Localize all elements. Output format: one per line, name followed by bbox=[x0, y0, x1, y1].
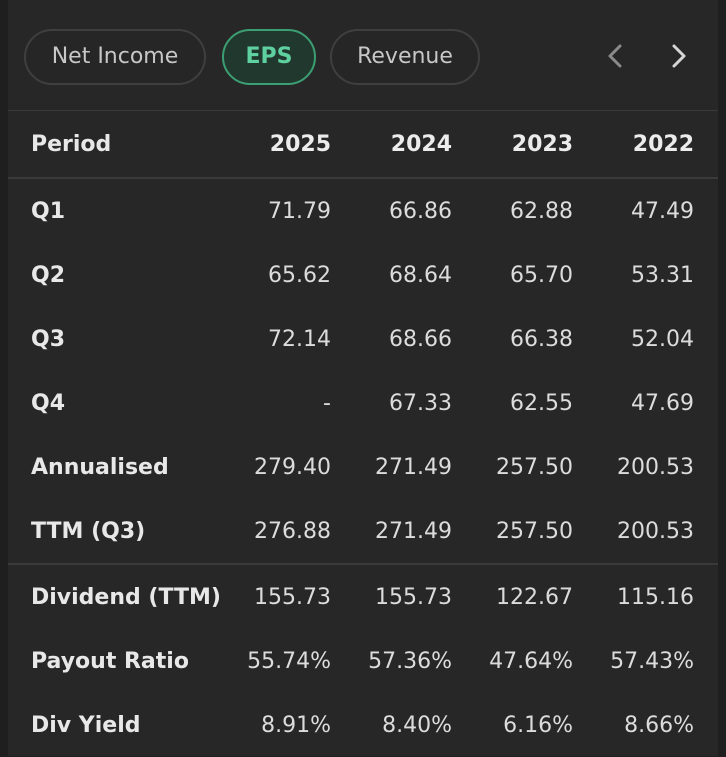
table-cell: 66.86 bbox=[389, 198, 452, 224]
row-label: Dividend (TTM) bbox=[31, 584, 221, 610]
row-label: Annualised bbox=[31, 454, 169, 480]
table-cell: 47.64% bbox=[489, 648, 573, 674]
table-header-row: Period 2025 2024 2023 2022 bbox=[8, 111, 718, 179]
table-row-payout-ratio: Payout Ratio 55.74% 57.36% 47.64% 57.43% bbox=[8, 629, 718, 693]
table-row-dividend: Dividend (TTM) 155.73 155.73 122.67 115.… bbox=[8, 563, 718, 629]
column-header-year: 2024 bbox=[390, 131, 452, 157]
tab-eps[interactable]: EPS bbox=[222, 29, 316, 85]
table-cell: 115.16 bbox=[617, 584, 694, 610]
row-label: Payout Ratio bbox=[31, 648, 189, 674]
table-row-ttm: TTM (Q3) 276.88 271.49 257.50 200.53 bbox=[8, 499, 718, 563]
table-cell: 55.74% bbox=[247, 648, 331, 674]
table-cell: 200.53 bbox=[617, 454, 694, 480]
column-header-year: 2025 bbox=[269, 131, 331, 157]
row-label: Q2 bbox=[31, 262, 66, 288]
next-page-button[interactable] bbox=[658, 36, 698, 76]
table-row-q2: Q2 65.62 68.64 65.70 53.31 bbox=[8, 243, 718, 307]
table-cell: 155.73 bbox=[375, 584, 452, 610]
table-row-q4: Q4 - 67.33 62.55 47.69 bbox=[8, 371, 718, 435]
table-cell: 257.50 bbox=[496, 518, 573, 544]
row-label: Q4 bbox=[31, 390, 66, 416]
table-cell: 62.88 bbox=[510, 198, 573, 224]
table-cell: 72.14 bbox=[268, 326, 331, 352]
table-row-annualised: Annualised 279.40 271.49 257.50 200.53 bbox=[8, 435, 718, 499]
table-cell: 279.40 bbox=[254, 454, 331, 480]
tab-revenue[interactable]: Revenue bbox=[330, 29, 480, 85]
table-row-q3: Q3 72.14 68.66 66.38 52.04 bbox=[8, 307, 718, 371]
chevron-left-icon bbox=[608, 44, 622, 68]
table-cell: 68.64 bbox=[389, 262, 452, 288]
table-cell: 52.04 bbox=[631, 326, 694, 352]
table-cell: 8.40% bbox=[382, 712, 452, 738]
eps-panel: Net Income EPS Revenue Period 2025 2024 … bbox=[8, 0, 718, 756]
column-header-period: Period bbox=[31, 131, 112, 157]
table-cell: 8.91% bbox=[261, 712, 331, 738]
previous-page-button[interactable] bbox=[596, 36, 636, 76]
eps-table: Period 2025 2024 2023 2022 Q1 71.79 66.8… bbox=[8, 111, 718, 757]
table-cell: 57.36% bbox=[368, 648, 452, 674]
table-cell: 155.73 bbox=[254, 584, 331, 610]
column-header-year: 2022 bbox=[632, 131, 694, 157]
table-cell: 53.31 bbox=[631, 262, 694, 288]
table-cell: 65.70 bbox=[510, 262, 573, 288]
chevron-right-icon bbox=[672, 44, 686, 68]
row-label: TTM (Q3) bbox=[31, 518, 146, 544]
table-cell: 271.49 bbox=[375, 518, 452, 544]
table-cell: 8.66% bbox=[624, 712, 694, 738]
table-cell: 67.33 bbox=[389, 390, 452, 416]
table-cell: 47.69 bbox=[631, 390, 694, 416]
row-label: Q3 bbox=[31, 326, 66, 352]
table-cell: 271.49 bbox=[375, 454, 452, 480]
table-cell: 65.62 bbox=[268, 262, 331, 288]
table-cell: 62.55 bbox=[510, 390, 573, 416]
table-row-q1: Q1 71.79 66.86 62.88 47.49 bbox=[8, 179, 718, 243]
table-cell: 257.50 bbox=[496, 454, 573, 480]
table-cell: 71.79 bbox=[268, 198, 331, 224]
table-cell: 6.16% bbox=[503, 712, 573, 738]
table-cell: 66.38 bbox=[510, 326, 573, 352]
table-cell: 122.67 bbox=[496, 584, 573, 610]
column-header-year: 2023 bbox=[511, 131, 573, 157]
table-cell: 276.88 bbox=[254, 518, 331, 544]
metric-tab-bar: Net Income EPS Revenue bbox=[8, 0, 718, 111]
table-cell: 200.53 bbox=[617, 518, 694, 544]
table-cell: 47.49 bbox=[631, 198, 694, 224]
row-label: Div Yield bbox=[31, 712, 141, 738]
table-row-div-yield: Div Yield 8.91% 8.40% 6.16% 8.66% bbox=[8, 693, 718, 757]
table-cell: 57.43% bbox=[610, 648, 694, 674]
row-label: Q1 bbox=[31, 198, 66, 224]
tab-net-income[interactable]: Net Income bbox=[24, 29, 206, 85]
table-cell: - bbox=[323, 390, 331, 416]
table-cell: 68.66 bbox=[389, 326, 452, 352]
